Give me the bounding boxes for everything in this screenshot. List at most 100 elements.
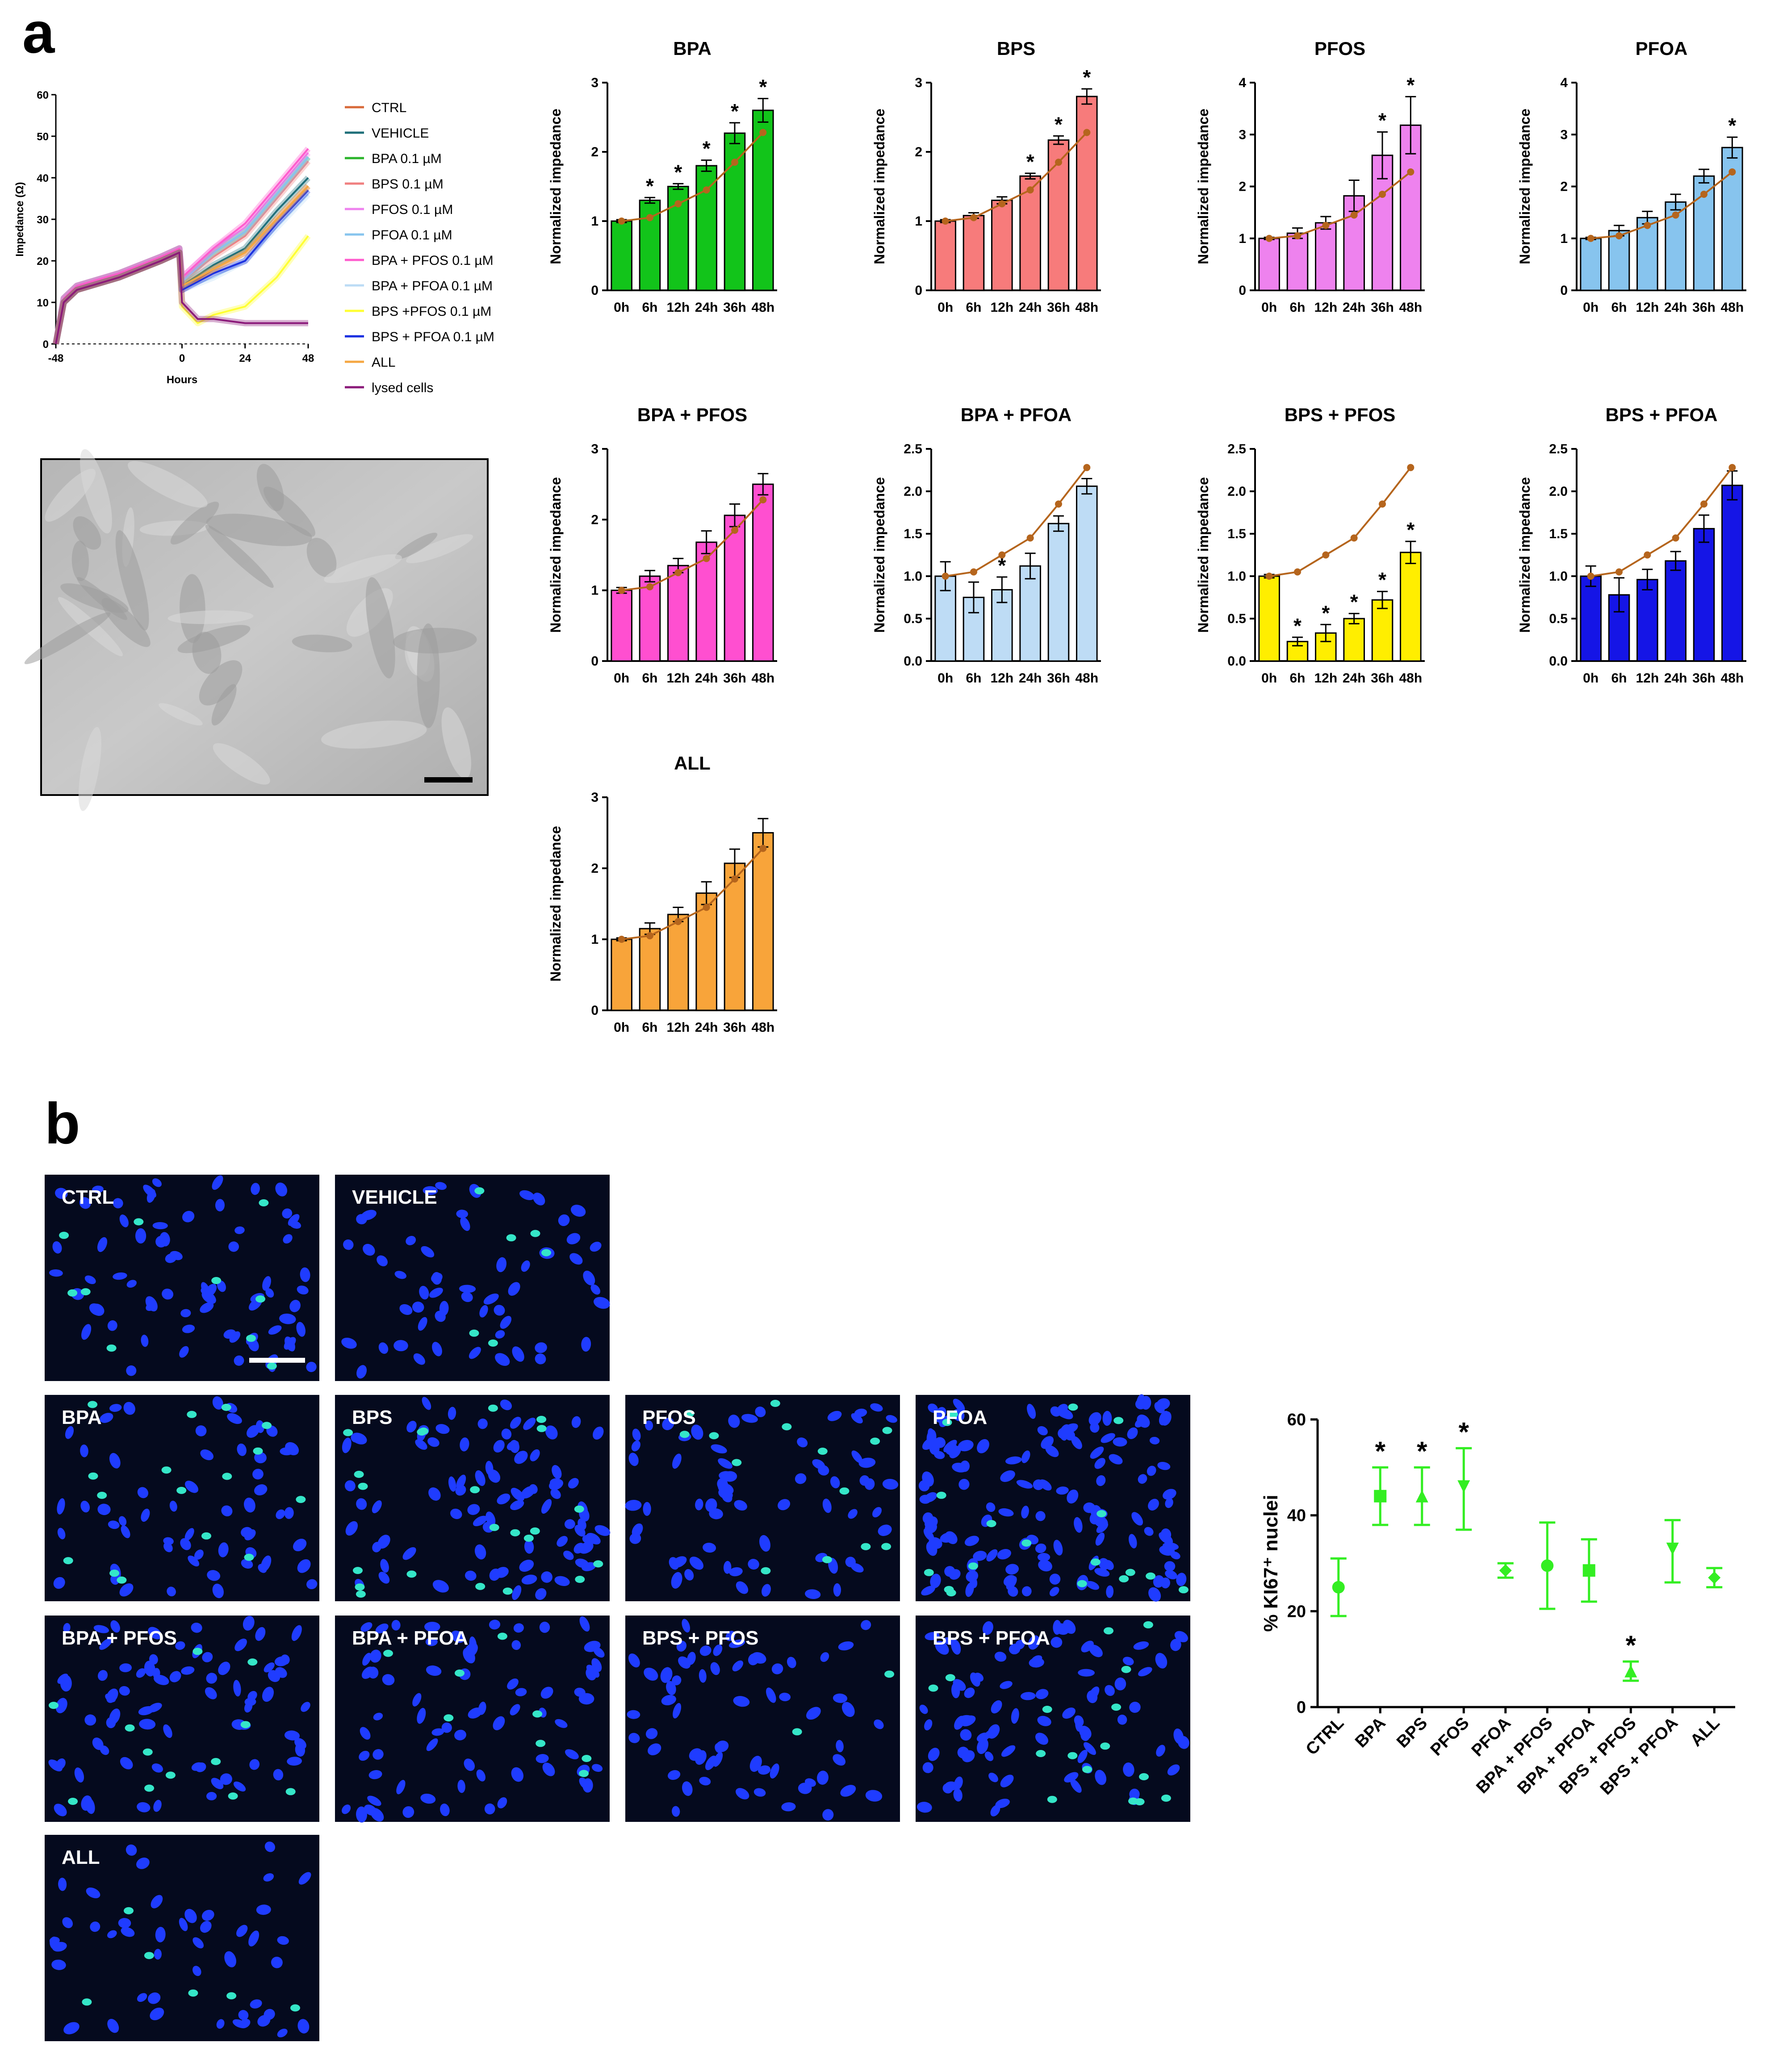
legend-label: lysed cells [372,381,433,395]
ki67-positive-nucleus [861,1543,871,1550]
micrograph-label: BPS + PFOS [642,1627,758,1649]
dapi-nucleus [510,1704,520,1716]
dapi-nucleus [181,1666,195,1675]
dapi-nucleus [1016,1480,1033,1489]
micrograph-pfoa: PFOA [916,1394,1190,1602]
ki67-positive-nucleus [924,1569,934,1576]
dapi-nucleus [512,1585,522,1600]
dapi-nucleus [100,1413,113,1423]
bar-chart-x-tick-label: 0h [614,300,629,315]
dapi-nucleus [234,1355,244,1366]
dapi-nucleus [256,1905,271,1915]
bar-chart-x-tick-label: 0h [1583,671,1599,686]
dapi-nucleus [949,1569,961,1580]
dapi-nucleus [265,1288,274,1298]
dapi-nucleus [201,1286,211,1295]
dapi-nucleus [741,1414,758,1423]
dapi-nucleus [450,1508,462,1519]
dapi-nucleus [152,1178,162,1187]
cell-outline [159,703,203,726]
ki67-positive-nucleus [881,1543,891,1550]
micrograph-bpa-pfoa: BPA + PFOA [335,1616,610,1823]
dapi-nucleus [555,1719,568,1728]
dapi-nucleus [1021,1506,1029,1519]
dapi-nucleus [1021,1586,1032,1596]
ki67-positive-nucleus [222,1473,232,1480]
dapi-nucleus [243,1498,255,1513]
dapi-nucleus [582,1535,594,1544]
dapi-nucleus [713,1752,723,1767]
ki67-positive-nucleus [419,1427,429,1435]
dapi-nucleus [201,1909,214,1921]
dapi-nucleus [424,1621,440,1632]
ki67-y-axis-label: % KI67⁺ nuclei [1260,1495,1282,1632]
ki67-positive-nucleus [1143,1621,1153,1628]
dapi-nucleus [264,1842,275,1852]
dapi-nucleus [475,1470,485,1486]
dapi-nucleus [483,1293,499,1305]
dapi-nucleus [934,1437,946,1448]
cell-outline [77,577,127,620]
dapi-nucleus [378,1342,389,1354]
dapi-nucleus [406,1236,416,1245]
control-reference-point [618,218,625,225]
dapi-nucleus [394,1271,406,1279]
dapi-nucleus [1138,1474,1147,1484]
dapi-nucleus [370,1649,381,1663]
dapi-nucleus [254,1452,267,1464]
control-reference-point [1379,190,1386,198]
dapi-nucleus [771,1663,783,1674]
bar [611,590,632,662]
bar [1076,486,1098,662]
dapi-nucleus [494,1305,505,1316]
dapi-nucleus [440,1804,450,1817]
ki67-positive-nucleus [226,1992,237,2000]
dapi-nucleus [375,1623,389,1634]
ki67-positive-nucleus [541,1249,551,1256]
dapi-nucleus [121,1927,135,1937]
dapi-nucleus [180,1309,191,1318]
micrograph-label: PFOA [933,1406,987,1428]
bar-chart-y-axis-label: Normalized impedance [871,109,887,264]
dapi-nucleus [284,1730,300,1741]
bar-chart-title: BPS + PFOS [1285,404,1396,425]
dapi-nucleus [511,1488,525,1501]
ki67-mean-marker [1582,1564,1595,1577]
dapi-nucleus [1050,1406,1061,1417]
ki67-positive-nucleus [506,1234,516,1242]
dapi-nucleus [514,1451,528,1464]
dapi-nucleus [953,1788,963,1802]
control-reference-point [1083,464,1091,471]
dapi-nucleus [425,1637,438,1646]
bar-chart-x-tick-label: 36h [1371,671,1394,686]
dapi-nucleus [493,1440,505,1453]
bar-chart-x-tick-label: 12h [1314,671,1337,686]
dapi-nucleus [153,1800,162,1812]
bar [1608,230,1630,291]
dapi-nucleus [372,1500,382,1513]
legend-label: BPA + PFOS 0.1 µM [372,253,494,268]
dapi-nucleus [736,1788,749,1800]
dapi-nucleus [293,1539,307,1552]
dapi-nucleus [291,1625,302,1641]
dapi-nucleus [713,1644,723,1656]
dapi-nucleus [699,1669,707,1683]
control-reference-point [1055,500,1062,508]
bar [1400,124,1422,291]
bar [724,862,746,1011]
dapi-nucleus [298,1872,311,1885]
significance-asterisk: * [759,75,767,99]
ki67-positive-nucleus [406,1570,417,1578]
dapi-nucleus [541,1571,552,1583]
dapi-nucleus [970,1672,980,1687]
control-reference-line [1590,171,1733,239]
cell-outline [324,554,402,583]
significance-asterisk: * [703,137,711,160]
dapi-nucleus [284,1507,294,1519]
dapi-nucleus [1123,1762,1134,1777]
bar [1721,485,1743,662]
bar-chart-x-tick-label: 6h [1611,671,1627,686]
dapi-nucleus [571,1416,581,1428]
dapi-nucleus [1001,1745,1016,1757]
bar-chart-y-tick-label: 0.0 [1549,654,1568,669]
